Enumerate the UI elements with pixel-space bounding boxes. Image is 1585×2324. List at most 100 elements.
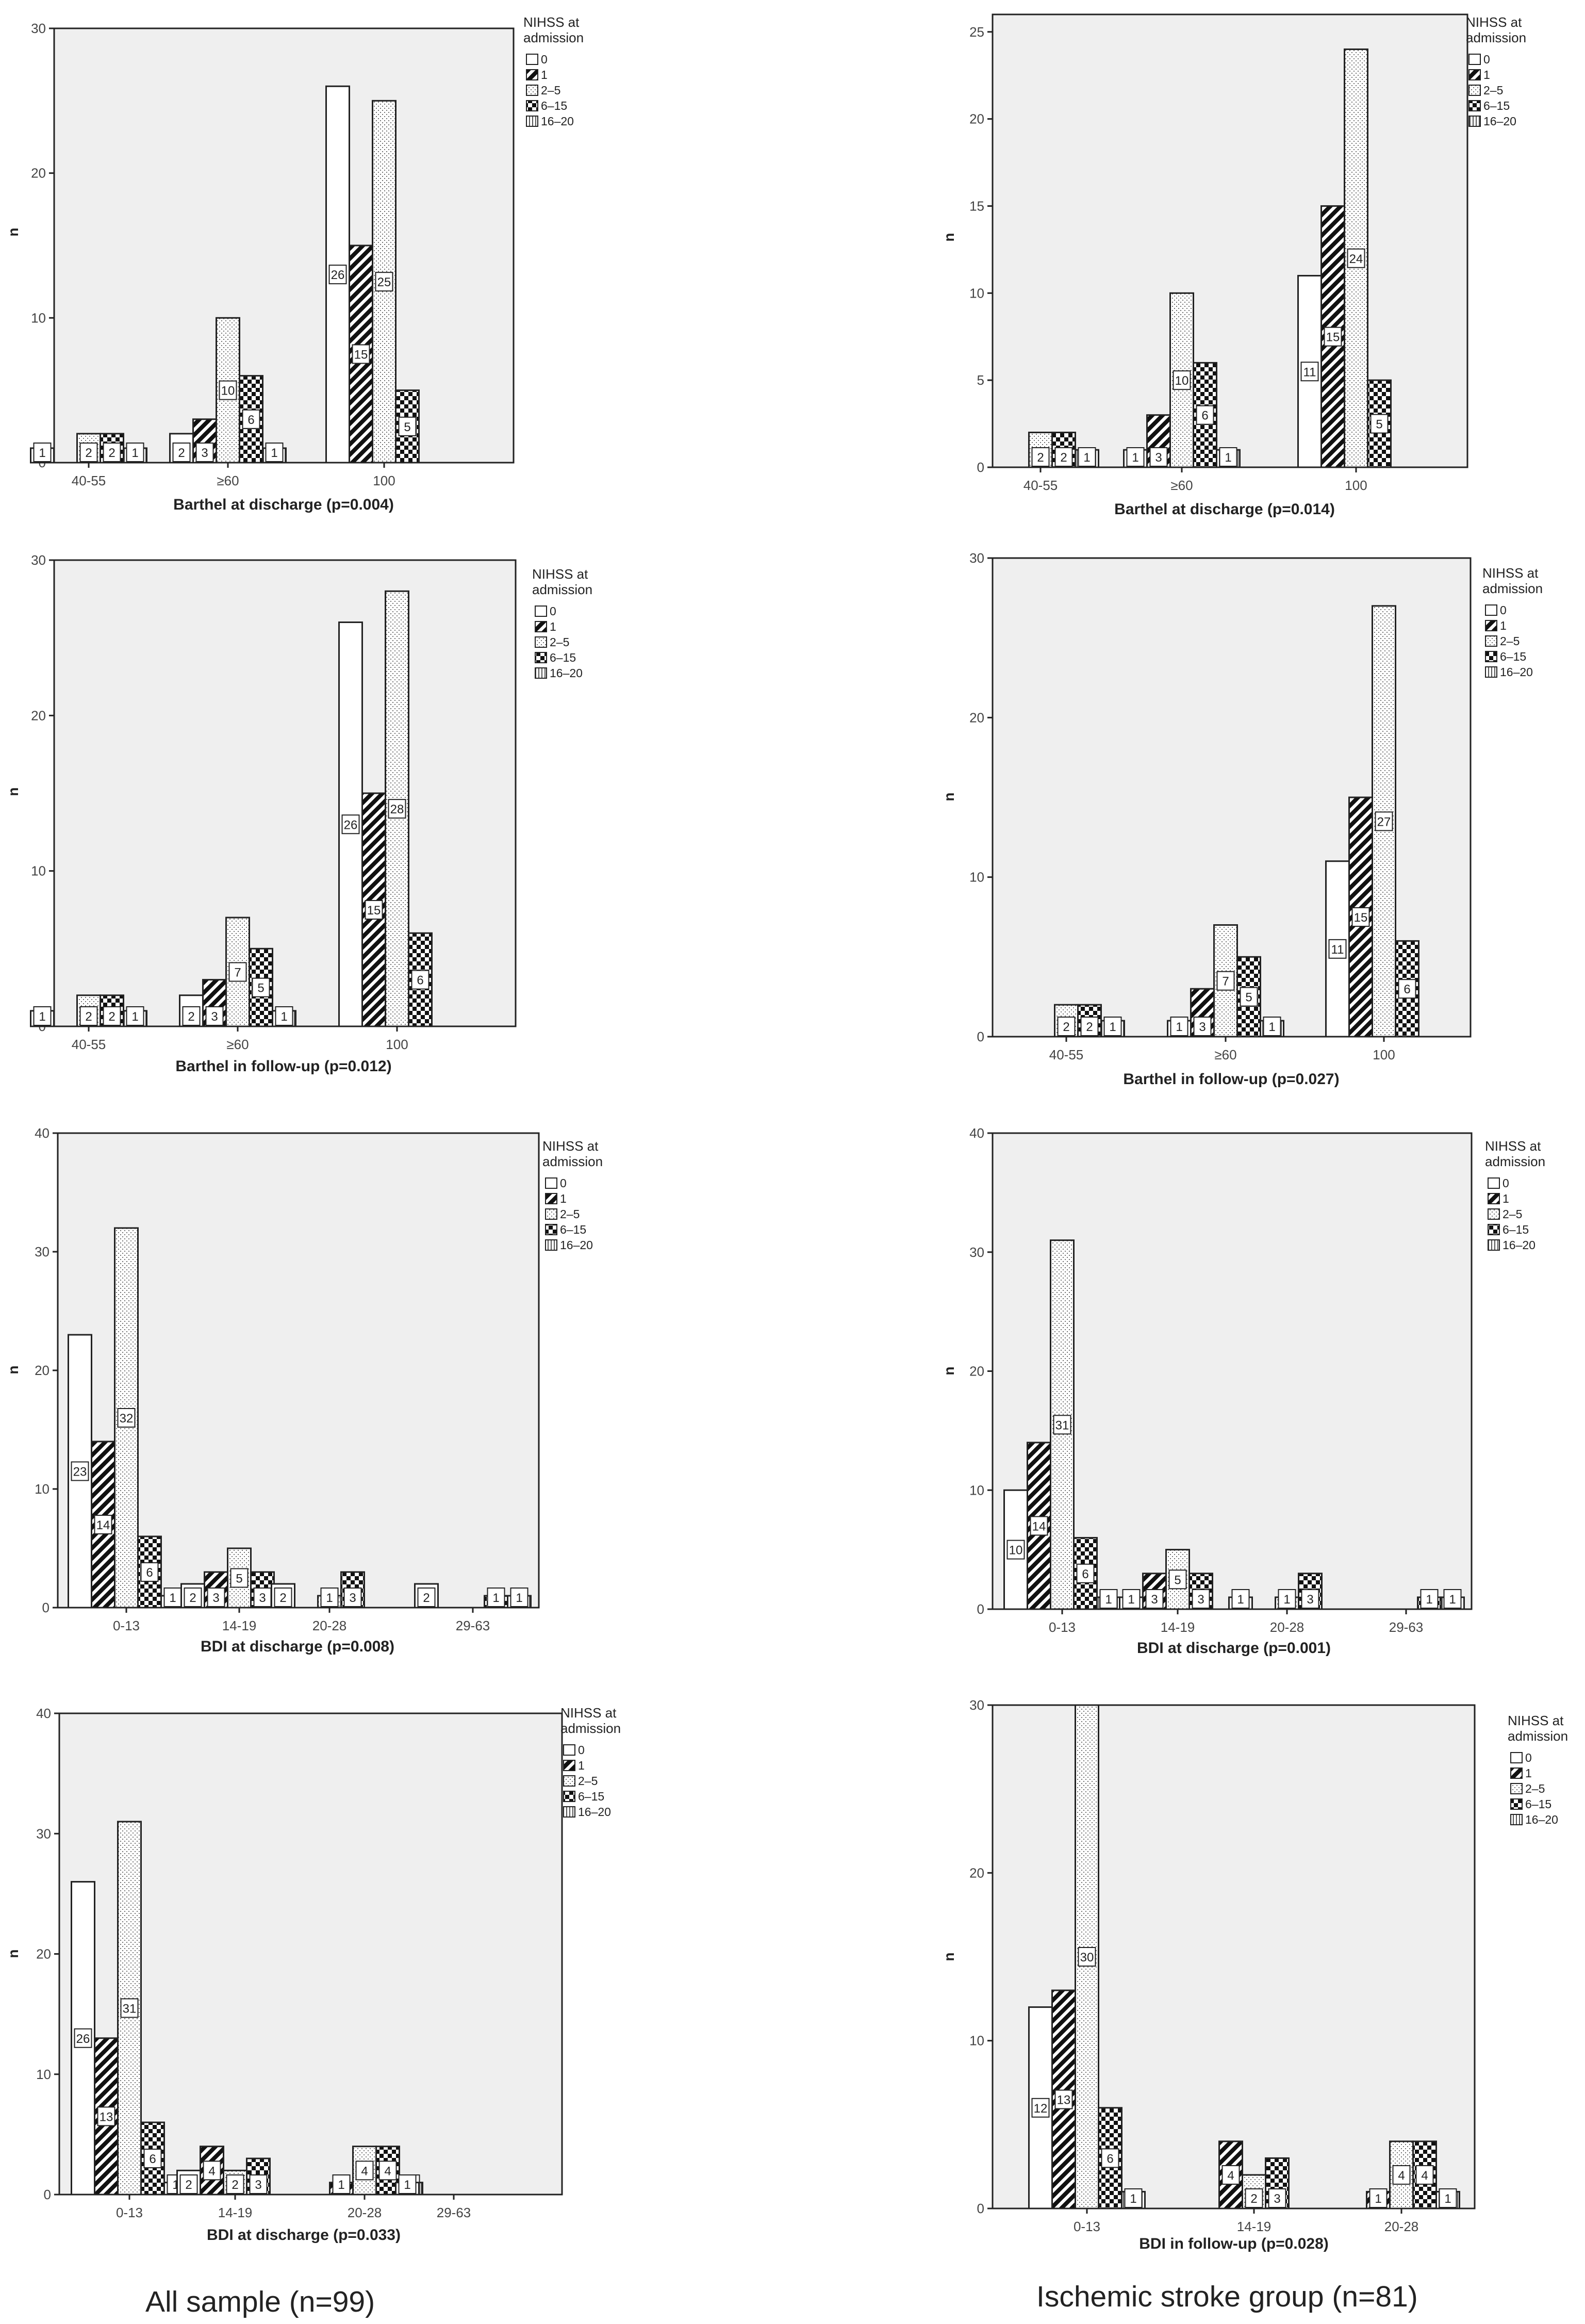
data-label-box (1053, 1415, 1071, 1435)
legend-title: NIHSS at (1482, 565, 1539, 581)
legend-swatch (1488, 1193, 1500, 1204)
data-label-box (1122, 1589, 1141, 1609)
data-label-box (79, 1006, 98, 1026)
x-tick-label: 14-19 (218, 2205, 253, 2220)
legend-entry-label: 16–20 (550, 666, 583, 680)
legend-entry-label: 0 (1500, 603, 1507, 617)
data-label: 32 (120, 1412, 134, 1426)
data-label: 1 (39, 446, 45, 460)
legend-swatch (563, 1791, 575, 1802)
data-label: 1 (1268, 1020, 1275, 1034)
data-label: 2 (85, 1010, 92, 1024)
data-label-box (1101, 2148, 1119, 2168)
data-label-box (1328, 939, 1347, 959)
data-label-box (103, 443, 121, 462)
data-label-box (417, 1587, 436, 1607)
legend-entry-label: 16–20 (1483, 114, 1516, 128)
data-label-box (228, 962, 247, 982)
data-label: 2 (178, 446, 185, 460)
data-label-box (1301, 1589, 1319, 1609)
legend-entry-label: 0 (1483, 53, 1490, 66)
legend-entry-label: 2–5 (1525, 1782, 1545, 1795)
data-label-box (1196, 405, 1214, 425)
data-label: 10 (1175, 374, 1189, 388)
data-label: 1 (1105, 1593, 1112, 1607)
data-label: 28 (390, 803, 404, 816)
data-label: 26 (76, 2032, 90, 2046)
data-label: 3 (349, 1591, 356, 1605)
data-label-box (352, 344, 370, 364)
data-label-box (126, 1006, 144, 1026)
legend-entry-label: 6–15 (578, 1790, 604, 1803)
data-label-box (487, 1587, 505, 1607)
legend-title-cont: admission (1482, 581, 1543, 596)
data-label: 10 (221, 384, 235, 398)
x-axis-label: BDI at discharge (p=0.033) (207, 2227, 401, 2244)
legend-swatch (1485, 635, 1497, 647)
legend-title-cont: admission (1466, 30, 1526, 45)
legend-swatch (526, 69, 538, 80)
x-tick-label: 20-28 (348, 2205, 382, 2220)
x-tick-label: 0-13 (1074, 2219, 1100, 2234)
data-label: 23 (73, 1465, 87, 1479)
y-tick-label: 30 (31, 21, 46, 36)
data-label: 4 (384, 2164, 391, 2178)
legend-swatch (526, 116, 538, 127)
x-tick-label: 29-63 (456, 1618, 490, 1633)
legend-entry-label: 1 (1483, 68, 1490, 81)
x-tick-label: ≥60 (217, 473, 239, 488)
y-axis-label: n (941, 1366, 957, 1375)
legend-swatch (1468, 54, 1481, 65)
data-label: 2 (279, 1591, 286, 1605)
legend-swatch (545, 1208, 557, 1220)
data-label-box (195, 443, 214, 462)
data-label: 24 (1349, 252, 1363, 266)
y-axis-label: n (941, 1952, 957, 1961)
data-label-box (207, 1587, 225, 1607)
legend-swatch (1468, 116, 1481, 127)
legend-swatch (1485, 651, 1497, 662)
data-label: 13 (100, 2110, 113, 2124)
data-label: 1 (131, 446, 138, 460)
legend-entry-label: 1 (1503, 1192, 1509, 1205)
y-axis-label: n (5, 1365, 21, 1374)
data-label: 3 (201, 446, 208, 460)
x-tick-label: 100 (386, 1037, 408, 1052)
data-label-box (1006, 1540, 1025, 1560)
x-tick-label: 14-19 (1237, 2219, 1272, 2234)
legend-entry-label: 2–5 (1500, 634, 1520, 648)
data-label-box (79, 443, 98, 462)
data-label: 3 (1199, 1020, 1206, 1034)
legend-swatch (535, 667, 547, 679)
data-label-box (1324, 326, 1342, 347)
x-axis-label: BDI at discharge (p=0.008) (201, 1638, 394, 1655)
caption-ischemic-group: Ischemic stroke group (n=81) (1036, 2280, 1418, 2313)
legend-entry-label: 16–20 (541, 114, 574, 128)
data-label: 1 (338, 2178, 344, 2192)
chart-a2: 0 10 20 30 n 40-55 1 2 2 1 ≥60 2 3 7 5 1 100 26 15 28 6 Barth… (5, 552, 592, 1075)
data-label: 31 (1055, 1418, 1069, 1432)
data-label: 2 (1060, 451, 1067, 465)
y-tick-label: 30 (36, 1826, 51, 1841)
data-label: 1 (1426, 1593, 1432, 1607)
data-label-box (1415, 2165, 1434, 2185)
y-tick-label: 20 (969, 1865, 984, 1880)
y-axis-label: n (941, 233, 957, 241)
data-label: 1 (1128, 1593, 1134, 1607)
data-label-box (1245, 2188, 1263, 2208)
y-tick-label: 0 (42, 1600, 49, 1615)
y-tick-label: 10 (969, 2033, 984, 2049)
y-tick-label: 20 (31, 708, 46, 723)
data-label-box (74, 2028, 92, 2048)
x-axis-label: Barthel in follow-up (p=0.027) (1123, 1071, 1339, 1088)
data-label: 6 (417, 974, 423, 988)
data-label-box (179, 2174, 198, 2194)
x-axis-label: BDI at discharge (p=0.001) (1137, 1640, 1331, 1657)
data-label: 1 (404, 2178, 410, 2192)
legend-swatch (1468, 100, 1481, 111)
x-tick-label: 0-13 (116, 2205, 143, 2220)
legend-entry-label: 1 (578, 1759, 585, 1772)
